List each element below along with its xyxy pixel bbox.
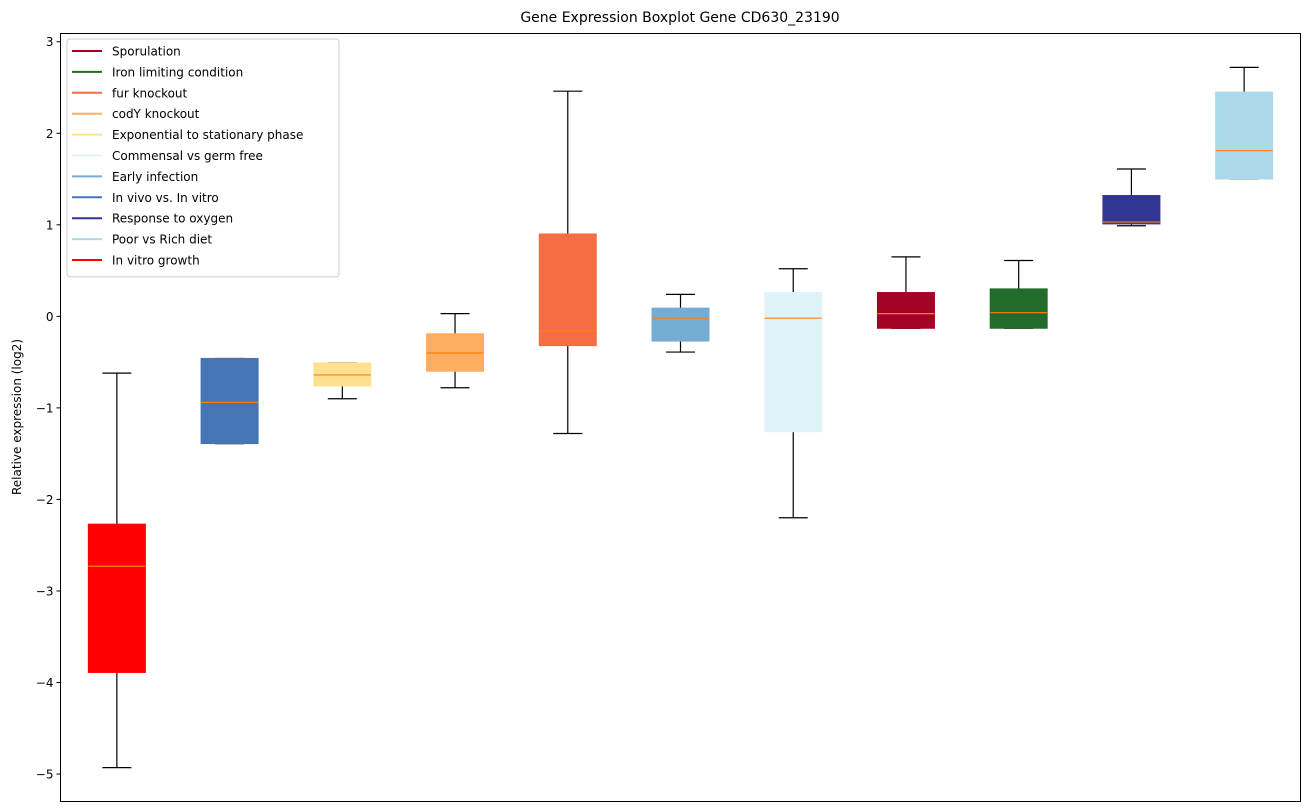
y-axis-label: Relative expression (log2) <box>10 339 24 495</box>
box-iqr <box>651 307 710 342</box>
legend-label: Response to oxygen <box>112 212 233 226</box>
y-tick-label: 0 <box>46 310 54 324</box>
y-tick-label: −4 <box>36 676 54 690</box>
legend-label: In vivo vs. In vitro <box>112 191 219 205</box>
y-tick-label: −2 <box>36 493 54 507</box>
box-iqr <box>538 233 597 347</box>
box-iqr <box>989 288 1048 329</box>
y-tick-label: 3 <box>46 35 54 49</box>
legend-item: In vitro growth <box>72 254 200 268</box>
box-in-vivo-vs-in-vitro <box>200 357 259 445</box>
y-tick-label: −1 <box>36 401 54 415</box>
legend-item: fur knockout <box>72 86 188 100</box>
legend-item: Exponential to stationary phase <box>72 128 303 142</box>
legend-label: Early infection <box>112 170 198 184</box>
boxes <box>87 66 1274 769</box>
y-tick-label: 1 <box>46 218 54 232</box>
box-iqr <box>200 357 259 445</box>
box-iron-limiting-condition <box>989 259 1048 329</box>
legend-label: Poor vs Rich diet <box>112 233 212 247</box>
legend-label: fur knockout <box>112 86 188 100</box>
box-iqr <box>876 292 935 329</box>
legend-label: Iron limiting condition <box>112 65 243 79</box>
legend-item: Early infection <box>72 170 198 184</box>
box-early-infection <box>651 293 710 353</box>
legend-label: Sporulation <box>112 45 181 59</box>
legend-item: Poor vs Rich diet <box>72 233 212 247</box>
legend-label: Commensal vs germ free <box>112 149 263 163</box>
box-iqr <box>764 292 823 433</box>
legend: Sporulation Iron limiting condition fur kn… <box>66 38 340 278</box>
box-sporulation <box>876 256 935 329</box>
box-commensal-vs-germ-free <box>764 268 823 519</box>
legend-item: codY knockout <box>72 107 200 121</box>
box-fur-knockout <box>538 90 597 435</box>
legend-item: Sporulation <box>72 45 181 59</box>
box-iqr <box>1102 195 1161 225</box>
legend-item: Commensal vs germ free <box>72 149 263 163</box>
y-tick-label: −5 <box>36 768 54 782</box>
y-axis: −5 −4 −3 −2 −1 0 1 2 3 <box>36 35 61 782</box>
legend-item: Response to oxygen <box>72 212 233 226</box>
legend-label: codY knockout <box>112 107 200 121</box>
box-iqr <box>87 523 146 673</box>
box-poor-vs-rich-diet <box>1215 66 1274 180</box>
chart-title: Gene Expression Boxplot Gene CD630_23190 <box>520 10 839 26</box>
box-iqr <box>1215 91 1274 180</box>
y-tick-label: 2 <box>46 127 54 141</box>
box-cody-knockout <box>426 313 485 389</box>
box-in-vitro-growth <box>87 372 146 769</box>
legend-item: In vivo vs. In vitro <box>72 191 219 205</box>
legend-label: Exponential to stationary phase <box>112 128 303 142</box>
axes-frame <box>60 33 1301 802</box>
box-response-to-oxygen <box>1102 168 1161 227</box>
legend-label: In vitro growth <box>112 254 200 268</box>
legend-frame <box>66 38 340 278</box>
y-tick-label: −3 <box>36 584 54 598</box>
legend-item: Iron limiting condition <box>72 65 243 79</box>
box-exponential-to-stationary-phase <box>313 362 372 400</box>
